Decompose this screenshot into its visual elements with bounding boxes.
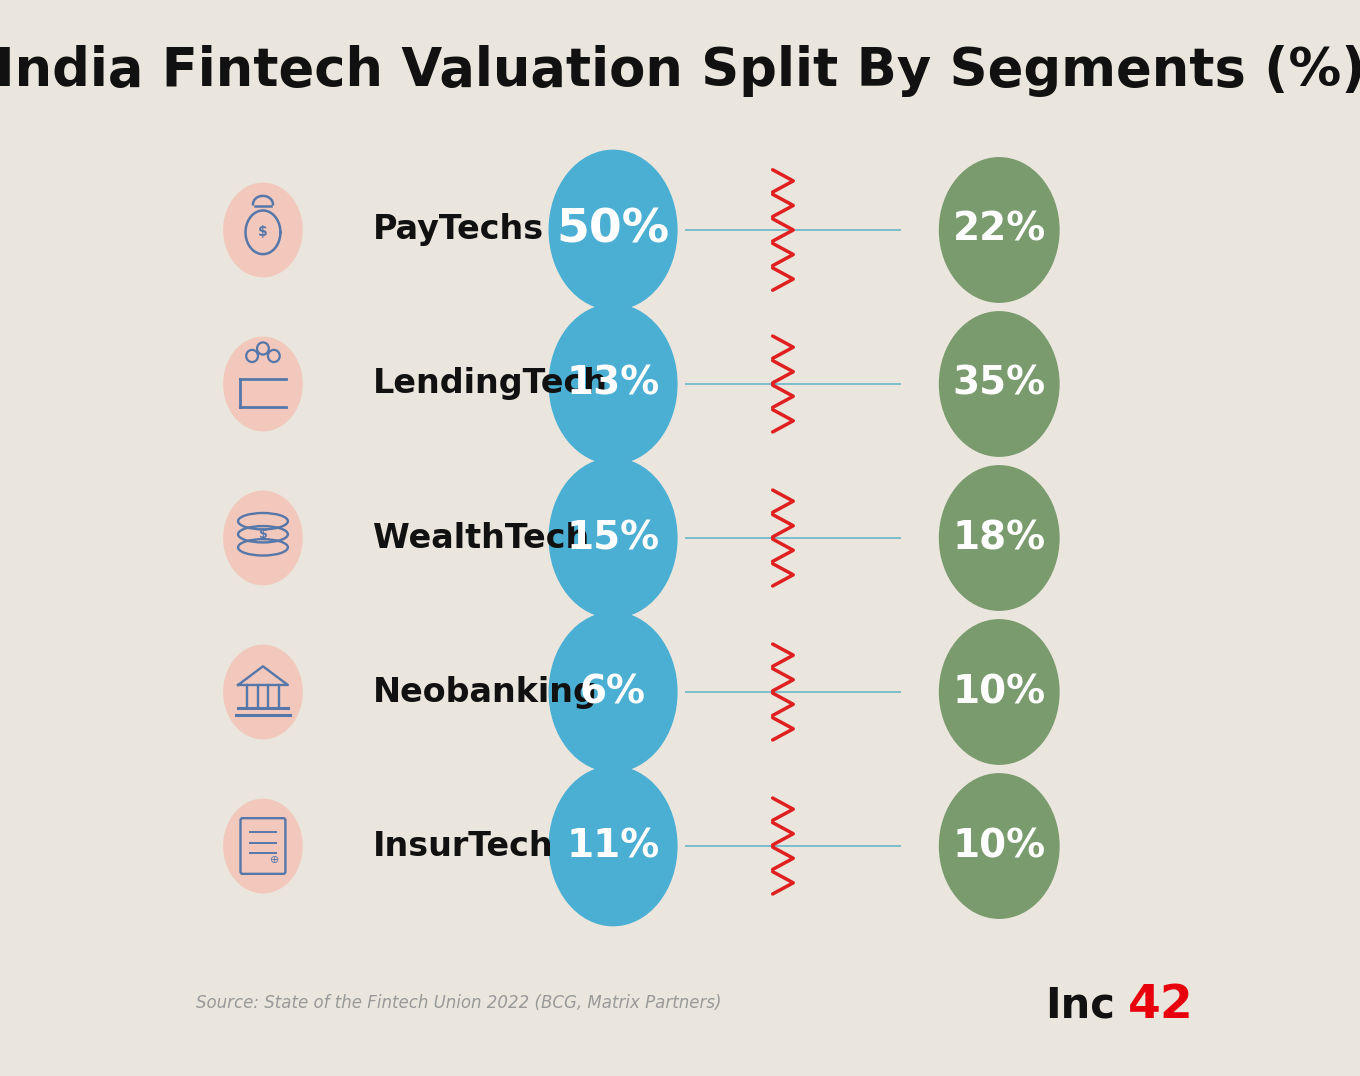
Ellipse shape [224,492,302,584]
Ellipse shape [549,458,677,618]
Text: 6%: 6% [581,672,646,711]
Text: ⊕: ⊕ [269,855,279,865]
Text: 10%: 10% [952,672,1046,711]
Ellipse shape [940,312,1059,456]
Text: InsurTech: InsurTech [373,830,554,863]
Text: Neobanking: Neobanking [373,676,598,708]
Ellipse shape [224,183,302,277]
Text: Inc: Inc [1046,985,1115,1027]
Text: 22%: 22% [952,211,1046,249]
Text: India Fintech Valuation Split By Segments (%): India Fintech Valuation Split By Segment… [0,45,1360,97]
Ellipse shape [549,305,677,464]
Ellipse shape [549,151,677,310]
Ellipse shape [940,466,1059,610]
Ellipse shape [940,774,1059,918]
Text: 35%: 35% [952,365,1046,404]
Text: 11%: 11% [567,827,660,865]
Text: 18%: 18% [952,519,1046,557]
Text: 13%: 13% [567,365,660,404]
Text: WealthTech: WealthTech [373,522,589,554]
Ellipse shape [940,158,1059,302]
Text: 50%: 50% [556,208,669,253]
Text: Source: State of the Fintech Union 2022 (BCG, Matrix Partners): Source: State of the Fintech Union 2022 … [196,994,722,1013]
Text: 42: 42 [1127,982,1194,1028]
Ellipse shape [940,620,1059,764]
Ellipse shape [224,337,302,430]
Ellipse shape [549,766,677,925]
Text: $: $ [258,225,268,239]
Ellipse shape [549,612,677,771]
Text: $: $ [258,527,268,541]
Text: 10%: 10% [952,827,1046,865]
Text: PayTechs: PayTechs [373,213,544,246]
Ellipse shape [224,799,302,893]
Text: 15%: 15% [567,519,660,557]
Ellipse shape [224,646,302,739]
Text: LendingTech: LendingTech [373,368,608,400]
